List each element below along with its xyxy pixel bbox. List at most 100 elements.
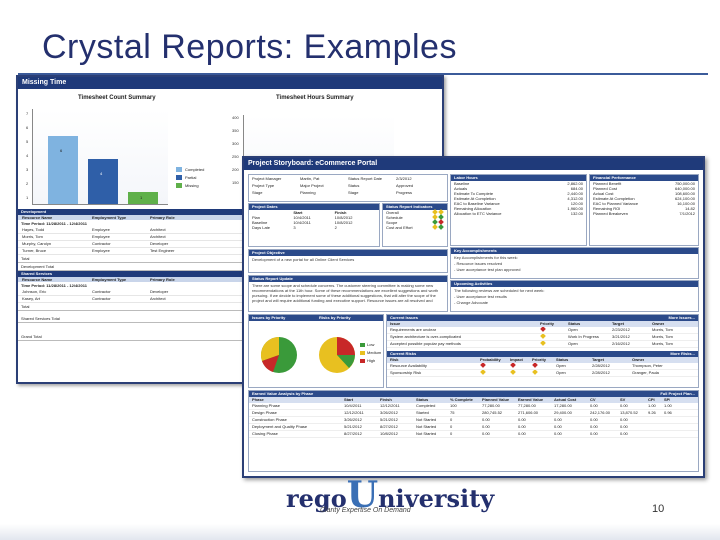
date-key: Baseline (252, 220, 268, 225)
date-key: Plan (252, 215, 261, 220)
labor-value: 684.00 (570, 186, 583, 191)
col-header: Start (293, 210, 303, 215)
risks-columns: Risk Probability Impact Priority Status Targe… (387, 357, 698, 363)
fin-key: Estimate At Completion (593, 196, 635, 201)
probability-diamond-icon (480, 363, 486, 368)
cell: System architecture is over-complicated (390, 334, 461, 339)
cell: Architect (150, 227, 166, 232)
date-value: 3 (293, 225, 296, 230)
cell: Morris, Tom (652, 341, 673, 346)
risk-row[interactable]: Sponsorship Risk Open 2/28/2012 Granger, Pa… (387, 370, 698, 377)
ev-title: Earned Value Analysis by Phase (252, 391, 314, 396)
cell: 13,870.52 (620, 410, 638, 415)
table-row: Murphy, Carolyn Contractor Developer (18, 241, 243, 248)
y-tick: 200 (232, 167, 239, 172)
project-info: Project Manager Martin, Pat Status Report … (248, 174, 448, 202)
col-header: Start (344, 397, 354, 402)
cell: 2/28/2012 (592, 363, 610, 368)
logo-part: rego (286, 484, 347, 513)
col-header: Resource Name (22, 277, 53, 282)
bar-label-completed: 6 (60, 148, 63, 153)
full-project-plan-link[interactable]: Full Project Plan... (660, 391, 695, 396)
issue-row[interactable]: Requirements are unclear Open 2/23/2012 Mor… (387, 327, 698, 334)
labor-key: Baseline (454, 181, 470, 186)
more-risks-link[interactable]: More Risks... (670, 351, 695, 356)
cell: 8/27/2012 (380, 424, 398, 429)
ev-row: Construction Phase 3/26/2012 5/21/2012 Not … (249, 417, 698, 424)
labor-row: Actuals 684.00 (451, 186, 586, 191)
dates-header: Start Finish (249, 210, 379, 215)
priority-diamond-icon (540, 334, 546, 339)
cell: 2/28/2012 (592, 370, 610, 375)
info-value: 2/3/2012 (396, 176, 412, 181)
col-header: Finish (380, 397, 392, 402)
col-header: Owner (652, 321, 665, 326)
dates-title: Project Dates (249, 204, 379, 210)
cell: Granger, Paula (632, 370, 659, 375)
issue-row[interactable]: Accepted possible popular pay methods Ope… (387, 341, 698, 348)
col-header: Primary Role (150, 277, 175, 282)
legend-swatch-medium (360, 351, 365, 355)
col-header: CV (590, 397, 596, 402)
cell: 75 (450, 410, 455, 415)
y-tick: 7 (26, 111, 29, 116)
priority-pies: Issues by Priority Risks by Priority Low … (248, 314, 384, 388)
impact-diamond-icon (510, 363, 516, 368)
col-header: Status (568, 321, 581, 326)
cell: 0 (450, 431, 453, 436)
cell: Test Engineer (150, 248, 175, 253)
fin-row: EAC to Planned Variance 16,100.00 (590, 201, 698, 206)
col-header: Target (592, 357, 604, 362)
cell: 3/26/2012 (344, 417, 362, 422)
cell: Developer (150, 289, 169, 294)
key-item: - Resource issues resolved (454, 261, 503, 266)
fin-row: Remaining ROI 14.82 (590, 206, 698, 211)
bar-label-partial: 4 (100, 171, 103, 176)
info-value: Approved (396, 183, 414, 188)
col-header: Phase (252, 397, 264, 402)
cell: 0.96 (664, 410, 672, 415)
labor-title: Labor Hours (451, 175, 586, 181)
cell: 2/16/2012 (612, 341, 630, 346)
legend-label: Medium (367, 350, 382, 355)
risk-row[interactable]: Resource Availability Open 2/28/2012 Thomps… (387, 363, 698, 370)
y-tick: 5 (26, 139, 29, 144)
cell: 9.26 (648, 410, 656, 415)
col-header: Target (612, 321, 624, 326)
cell: 0.00 (554, 431, 562, 436)
more-issues-link[interactable]: More Issues... (668, 315, 695, 320)
cell: 0.00 (590, 424, 598, 429)
issues-columns: Issue Priority Status Target Owner (387, 321, 698, 327)
labor-row: Estimate At Completion 4,312.00 (451, 196, 586, 201)
update-title: Status Report Update (249, 276, 447, 282)
upcoming-item: - Change Advocate (454, 300, 489, 305)
date-value: 10/8/2012 (334, 215, 353, 220)
cell: 0.00 (620, 403, 628, 408)
cell: 0.00 (518, 417, 526, 422)
cell: 3/26/2012 (380, 410, 398, 415)
cell: Morris, Tom (652, 334, 673, 339)
table-header: Resource Name Employment Type Primary Role (18, 277, 243, 282)
info-row: Project Type Major Project Status Approved (249, 182, 447, 189)
labor-key: EAC to Baseline Variance (454, 201, 500, 206)
col-header: Owner (632, 357, 645, 362)
cell: 77,280.00 (482, 403, 500, 408)
logo-tagline: Clarity Expertise On Demand (320, 507, 411, 514)
fin-row: Planned Breakeven 7/1/2012 (590, 211, 698, 216)
upcoming-title: Upcoming Activities (451, 281, 698, 287)
info-value: Major Project (300, 183, 324, 188)
priority-pie-charts (260, 336, 365, 373)
y-tick: 2 (26, 181, 29, 186)
pies-header: Issues by Priority Risks by Priority (249, 315, 383, 321)
fin-key: Planned Cost (593, 186, 618, 191)
info-key: Status Report Date (348, 176, 383, 181)
ev-row: Planning Phase 10/4/2011 12/12/2011 Complet… (249, 403, 698, 410)
legend-label: Low (367, 342, 375, 347)
cell: Work In Progress (568, 334, 599, 339)
cell: 280,745.52 (482, 410, 503, 415)
indicator-label: Schedule (386, 215, 403, 220)
y-tick: 3 (26, 167, 29, 172)
col-header: Priority (532, 357, 547, 362)
col-header: Priority (540, 321, 555, 326)
issue-row[interactable]: System architecture is over-complicated W… (387, 334, 698, 341)
